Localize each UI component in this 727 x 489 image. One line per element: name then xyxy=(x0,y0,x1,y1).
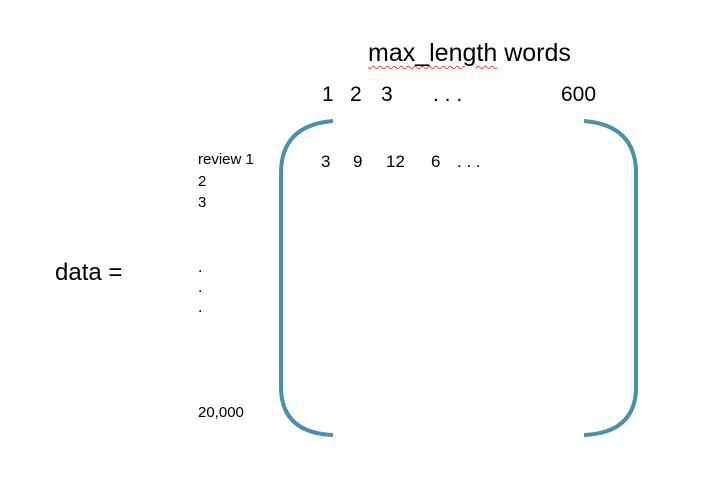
row-label-2: 2 xyxy=(198,173,207,190)
cell-r1-c2: 9 xyxy=(353,152,363,171)
cell-r1-ellipsis: . . . xyxy=(457,152,481,171)
cell-r1-c1: 3 xyxy=(321,152,331,171)
column-index-1: 1 xyxy=(322,83,334,106)
column-index-2: 2 xyxy=(350,83,362,106)
row-ellipsis-dot-2: . xyxy=(198,279,203,296)
row-label-20000: 20,000 xyxy=(198,404,244,421)
column-index-ellipsis: . . . xyxy=(433,83,463,106)
data-equals-label: data = xyxy=(55,259,123,286)
right-bracket xyxy=(583,119,638,437)
row-ellipsis-dot-3: . xyxy=(198,299,203,316)
row-label-review-1: review 1 xyxy=(198,151,254,168)
left-bracket xyxy=(279,119,334,437)
title-words: words xyxy=(497,39,571,67)
row-label-3: 3 xyxy=(198,194,207,211)
row-ellipsis-dot-1: . xyxy=(198,259,203,276)
column-index-600: 600 xyxy=(561,83,597,106)
title-max-length: max_length xyxy=(368,39,498,67)
column-index-3: 3 xyxy=(381,83,393,106)
matrix-title: max_length words xyxy=(368,38,571,68)
cell-r1-c4: 6 xyxy=(431,152,441,171)
cell-r1-c3: 12 xyxy=(386,152,405,171)
